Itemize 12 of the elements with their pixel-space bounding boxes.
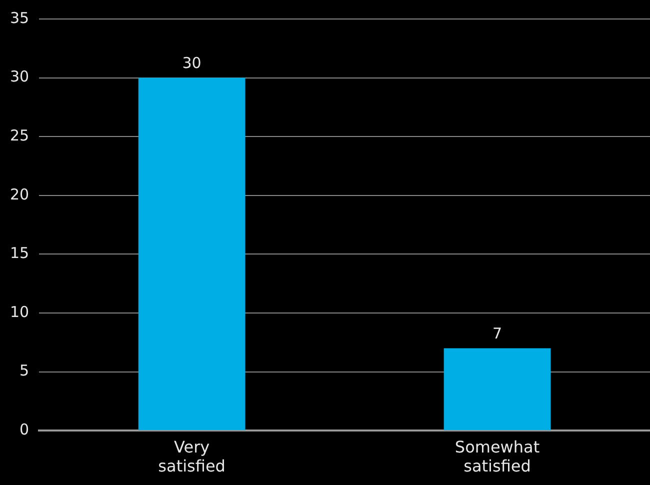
y-tick-label: 5 [20,362,30,380]
data-label: 7 [492,324,502,343]
y-tick-label: 35 [10,8,30,27]
y-tick-label: 15 [10,244,30,262]
y-tick-label: 25 [10,126,30,144]
y-tick-label: 10 [10,302,30,321]
data-label: 30 [182,54,202,72]
y-tick-label: 30 [10,68,30,86]
x-tick-label: Somewhat satisfied [454,437,540,476]
x-tick-label: Very satisfied [158,437,226,476]
y-tick-label: 20 [10,185,30,204]
y-tick-label: 0 [20,420,30,438]
